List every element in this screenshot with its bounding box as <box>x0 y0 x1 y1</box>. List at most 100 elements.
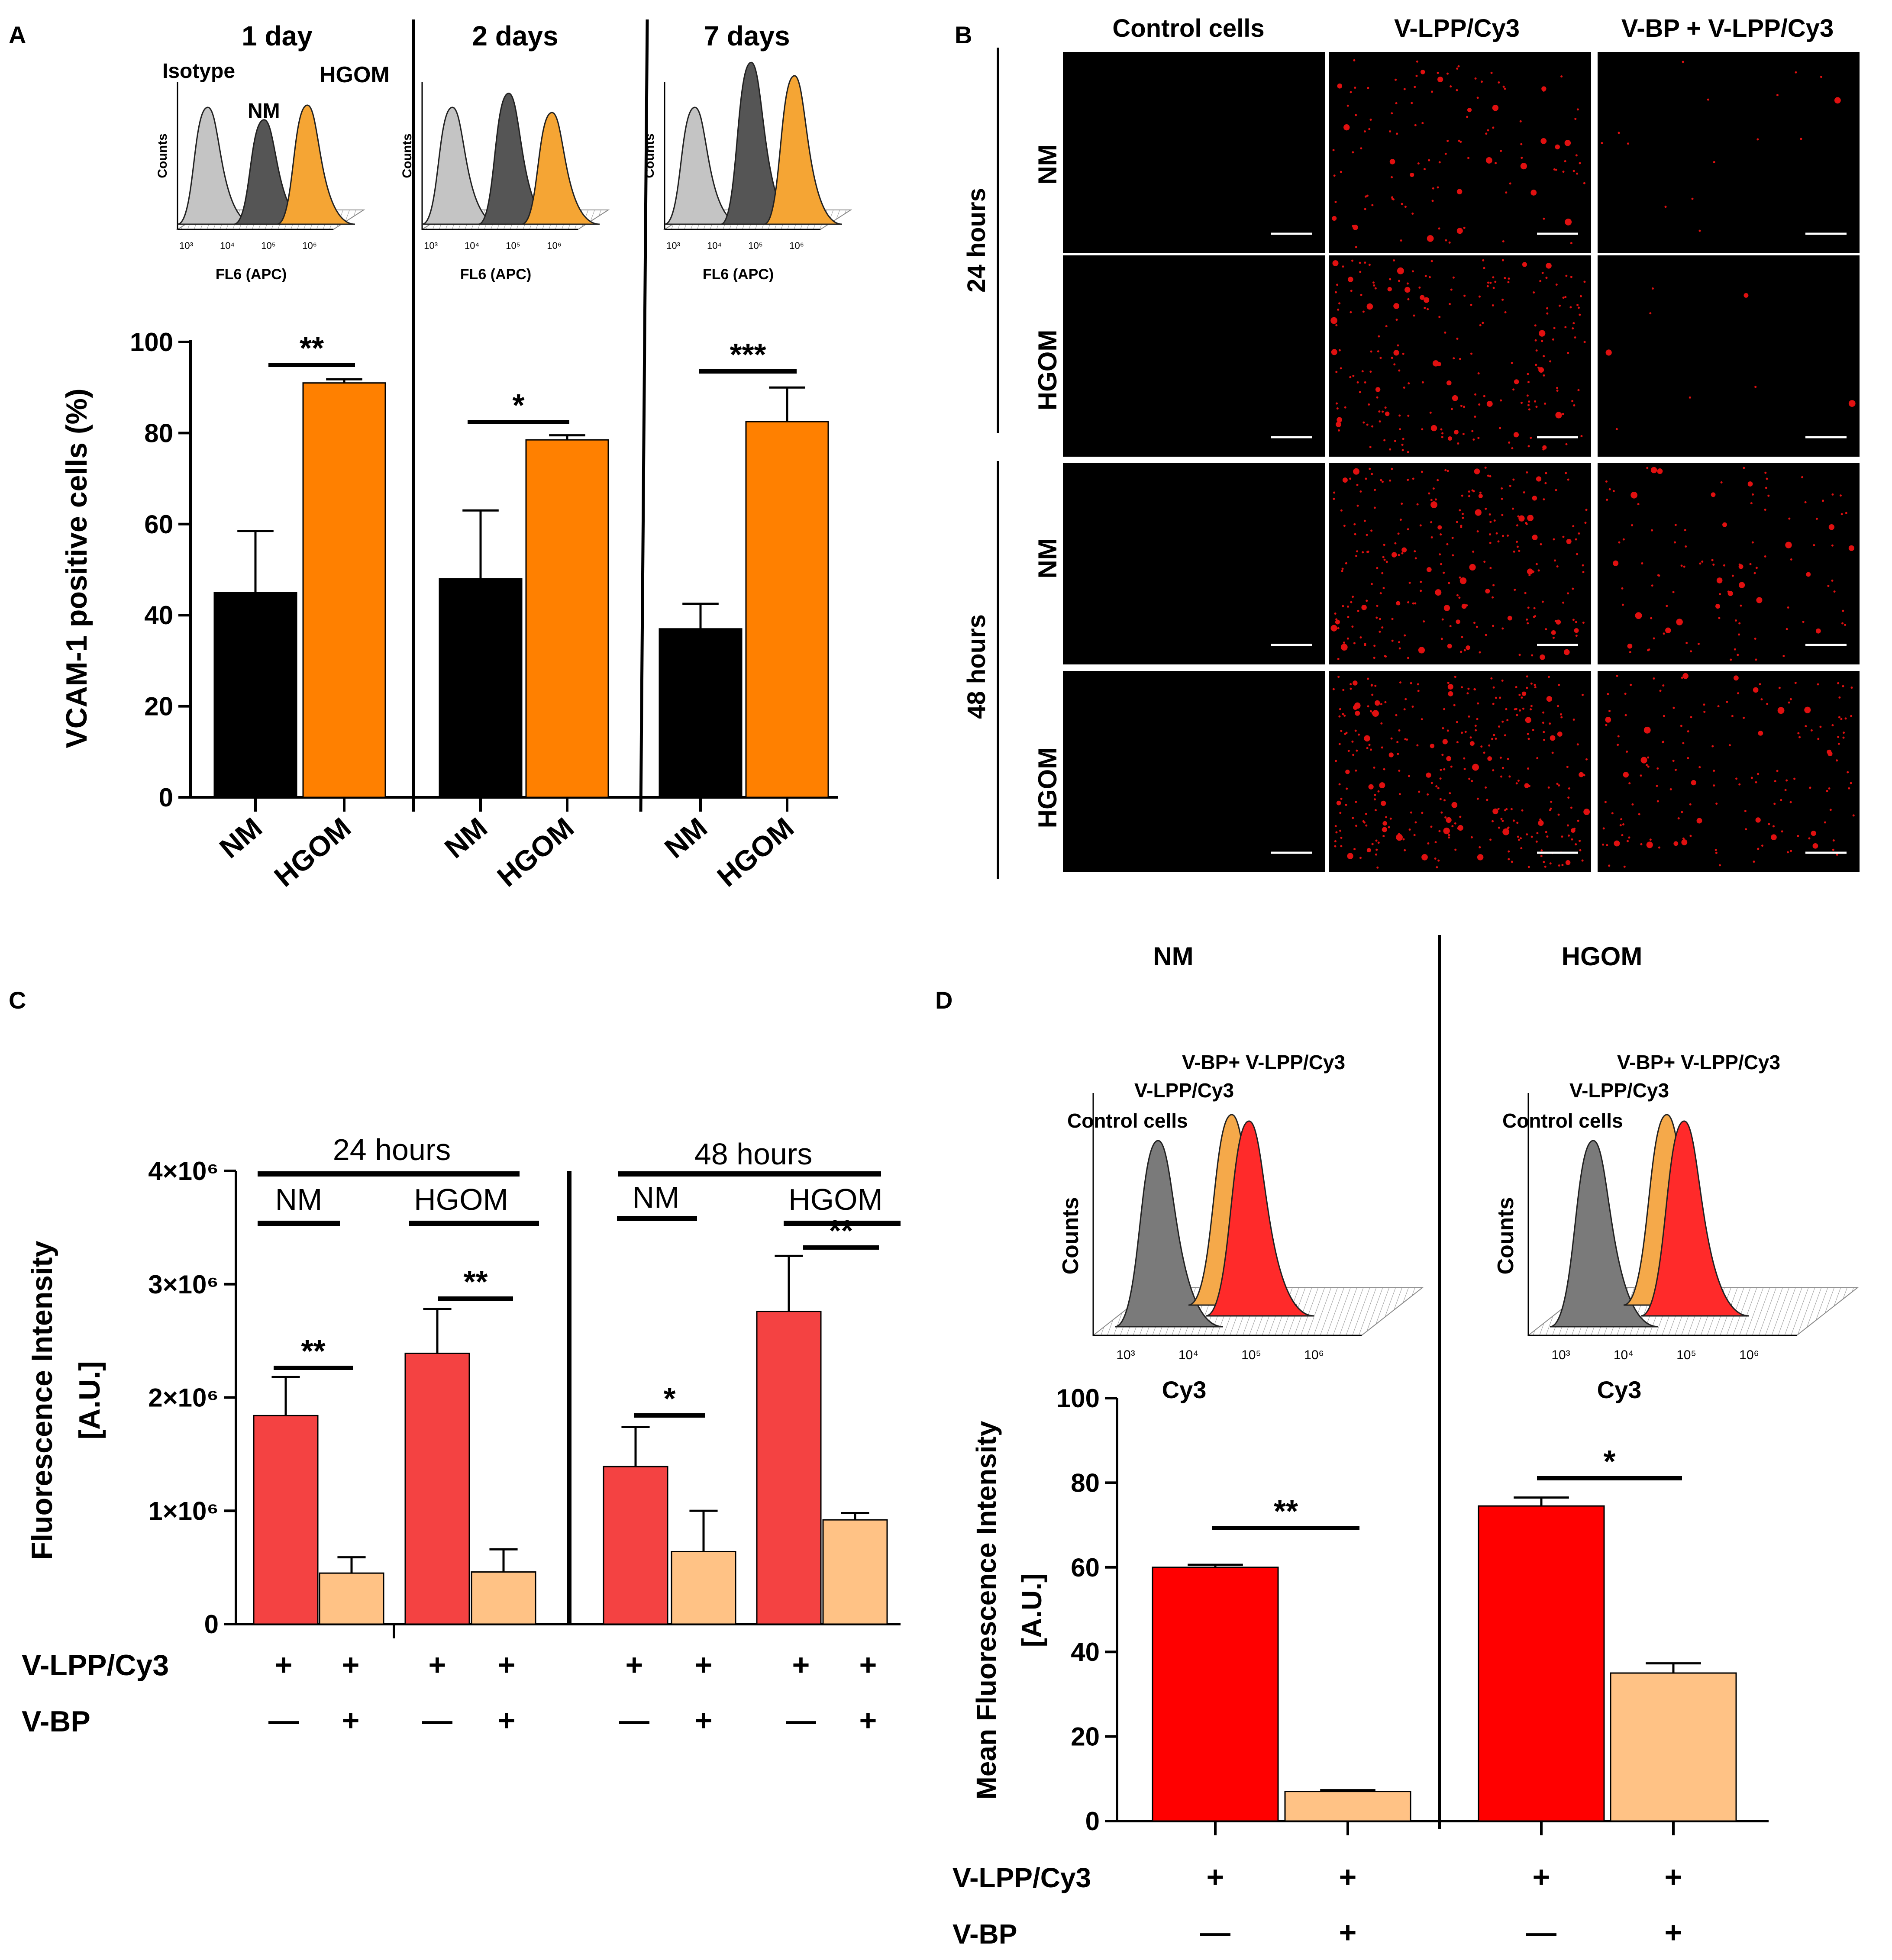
fluorescent-spot <box>1517 838 1520 841</box>
fluorescent-spot <box>1536 832 1539 835</box>
hgom-peak <box>764 75 843 225</box>
fluorescent-spot <box>1574 628 1579 633</box>
panel-c-bar-4 <box>471 1571 536 1625</box>
panel-c-bar-8 <box>822 1519 888 1625</box>
fluorescent-spot <box>1518 515 1525 522</box>
panel-d-y-label-2: [A.U.] <box>1016 1573 1047 1647</box>
fluorescent-spot <box>1682 742 1685 745</box>
fluorescent-spot <box>1385 411 1390 416</box>
panel-c-bars: ******* <box>253 1214 888 1625</box>
fluorescent-spot <box>1337 308 1340 311</box>
fluorescent-spot <box>1355 710 1360 716</box>
fluorescent-spot <box>1336 284 1339 286</box>
fluorescent-spot <box>1391 467 1393 470</box>
fluorescent-spot <box>1827 585 1830 587</box>
fluorescent-spot <box>1618 541 1621 544</box>
fluorescent-spot <box>1562 535 1565 538</box>
fluorescent-spot <box>1534 324 1537 327</box>
fluorescent-spot <box>1545 628 1547 631</box>
fluorescent-spot <box>1516 541 1518 543</box>
fluorescent-spot <box>1556 387 1559 389</box>
fluorescent-spot <box>1371 693 1374 696</box>
fluorescent-spot <box>1602 827 1605 830</box>
fluorescent-spot <box>1650 617 1653 619</box>
fluorescent-spot <box>1527 515 1534 522</box>
fluorescent-spot <box>1417 162 1420 165</box>
fluorescent-spot <box>1334 845 1337 848</box>
fluorescent-spot <box>1402 438 1404 440</box>
fluorescent-spot <box>1490 677 1493 680</box>
fluorescent-spot <box>1382 821 1387 826</box>
fluorescent-spot <box>1470 352 1473 355</box>
fluorescent-spot <box>1579 772 1584 777</box>
fluorescent-spot <box>1414 86 1416 88</box>
panel-d-histograms: Counts 10³ 10⁴ 10⁵ 10⁶ Cy3 V-BP+ V-LPP/Cy3 V-LP… <box>1058 1051 1859 1403</box>
panel-d-row1-mark: + <box>1339 1860 1357 1894</box>
fluorescent-spot <box>1339 708 1341 710</box>
fluorescent-spot <box>1627 142 1629 145</box>
fluorescent-spot <box>1615 428 1618 430</box>
fluorescent-spot <box>1463 406 1466 408</box>
fluorescent-spot <box>1499 756 1502 759</box>
fluorescent-spot <box>1711 745 1714 748</box>
fluorescent-spot <box>1810 729 1813 732</box>
fluorescent-spot <box>1543 731 1545 733</box>
fluorescent-spot <box>1616 675 1618 677</box>
fluorescent-spot <box>1501 627 1504 630</box>
fluorescent-spot <box>1374 287 1377 290</box>
fluorescent-spot <box>1406 738 1408 741</box>
fluorescent-spot <box>1350 290 1353 292</box>
fluorescent-spot <box>1502 85 1505 88</box>
fluorescent-spot <box>1492 625 1495 627</box>
fluorescent-spot <box>1431 90 1434 93</box>
panel-a-y-tick-label: 40 <box>144 601 173 630</box>
fluorescent-spot <box>1463 757 1466 760</box>
fluorescent-spot <box>1421 122 1424 124</box>
fluorescent-spot <box>1666 605 1668 607</box>
fluorescent-spot <box>1391 112 1393 115</box>
panel-a-y-tick-label: 20 <box>144 692 173 721</box>
fluorescent-spot <box>1527 738 1530 740</box>
panel-c-bar-3 <box>404 1352 470 1625</box>
fluorescent-spot <box>1487 474 1489 477</box>
fluorescent-spot <box>1812 843 1818 849</box>
fluorescent-spot <box>1366 534 1368 536</box>
fluorescent-spot <box>1464 731 1467 733</box>
row-label-nm-48h: NM <box>1033 538 1062 578</box>
fluorescent-spot <box>1788 701 1790 704</box>
fluorescent-spot <box>1718 864 1721 867</box>
fluorescent-spot <box>1647 756 1650 759</box>
fluorescent-spot <box>1382 835 1385 838</box>
fluorescent-spot <box>1444 331 1446 334</box>
fluorescent-spot <box>1430 425 1437 432</box>
fluorescent-spot <box>1495 696 1497 699</box>
fluorescent-spot <box>1555 284 1558 286</box>
fluorescent-spot <box>1656 800 1659 803</box>
fluorescent-spot <box>1492 287 1495 289</box>
fluorescent-spot <box>1663 632 1665 635</box>
fluorescent-spot <box>1463 649 1466 651</box>
fluorescent-spot <box>1733 675 1739 681</box>
histogram-x-tick-label: 10⁴ <box>465 240 479 251</box>
fluorescent-spot <box>1368 264 1371 266</box>
histogram-y-label: Counts <box>400 133 414 178</box>
fluorescent-spot <box>1489 542 1492 544</box>
fluorescent-spot <box>1494 280 1497 283</box>
fluorescent-spot <box>1568 834 1570 837</box>
fluorescent-spot <box>1640 843 1643 845</box>
fluorescent-spot <box>1362 551 1364 554</box>
fluorescent-spot <box>1520 402 1523 404</box>
fluorescent-spot <box>1421 718 1423 721</box>
fluorescent-spot <box>1488 744 1491 747</box>
fluorescent-spot <box>1658 846 1660 849</box>
fluorescent-spot <box>1383 768 1385 770</box>
fluorescent-spot <box>1759 683 1761 686</box>
fluorescent-spot <box>1511 507 1514 510</box>
histogram-x-tick-label: 10⁶ <box>789 240 804 251</box>
fluorescent-spot <box>1459 358 1461 360</box>
fluorescent-spot <box>1421 854 1428 861</box>
fluorescent-spot <box>1429 411 1432 414</box>
fluorescent-spot <box>1647 649 1650 651</box>
fluorescent-spot <box>1350 601 1353 603</box>
legend-hgom: HGOM <box>320 62 390 87</box>
